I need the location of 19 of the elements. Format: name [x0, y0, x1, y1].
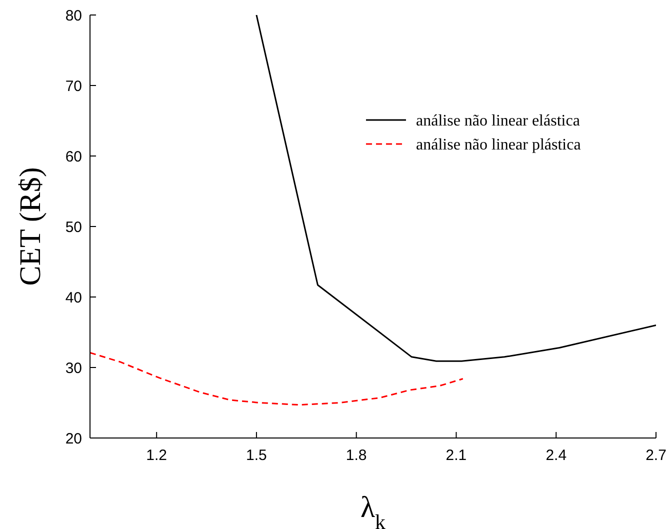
x-tick-label: 2.4 — [546, 447, 567, 464]
legend-label: análise não linear plástica — [416, 136, 581, 154]
x-tick-label: 1.2 — [146, 447, 168, 464]
x-tick-label: 1.8 — [346, 447, 367, 464]
y-tick-label: 60 — [65, 148, 82, 166]
x-tick-label: 1.5 — [246, 447, 267, 464]
y-tick-label: 20 — [65, 430, 82, 448]
line-series — [90, 352, 464, 406]
y-axis-title: CET (R$) — [14, 167, 47, 286]
x-axis-title: λ$_{k}$ — [360, 491, 386, 529]
y-tick-label: 40 — [65, 289, 82, 306]
y-tick-label: 30 — [65, 360, 82, 377]
y-tick-label: 50 — [65, 218, 82, 236]
line-series — [256, 15, 656, 362]
legend-label: análise não linear elástica — [416, 112, 580, 130]
x-tick-label: 2.7 — [646, 447, 666, 464]
x-tick-label: 2.1 — [446, 447, 467, 464]
y-tick-label: 80 — [65, 7, 82, 24]
y-tick-label: 70 — [65, 78, 82, 95]
